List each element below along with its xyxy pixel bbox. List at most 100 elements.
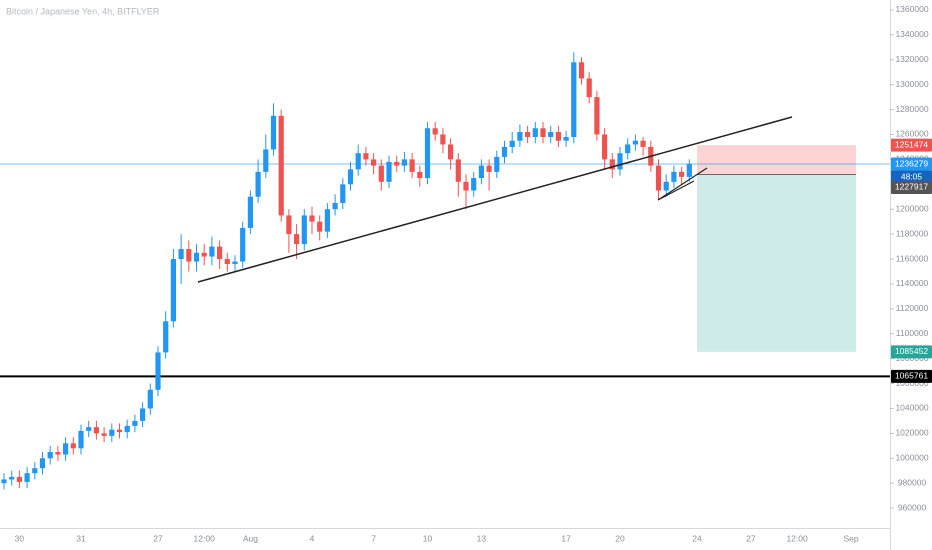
candle-body	[278, 115, 284, 216]
candle-body	[101, 433, 107, 436]
candle-body	[517, 132, 523, 141]
candle-body	[70, 443, 76, 449]
candle-body	[147, 389, 153, 409]
stop-zone	[697, 145, 856, 175]
entry-label: 1227917	[895, 182, 928, 192]
candle-body	[632, 140, 638, 145]
y-tick-label: 980000	[898, 477, 927, 487]
trend-line	[197, 116, 793, 283]
candle-body	[155, 352, 161, 390]
candle-body	[371, 159, 377, 166]
candle-body	[263, 149, 269, 172]
candle-body	[486, 165, 492, 172]
x-tick-label: 30	[15, 533, 25, 543]
candle-body	[571, 62, 577, 137]
candle-body	[1, 479, 7, 484]
candle-body	[578, 62, 585, 79]
candle-body	[178, 249, 184, 260]
candle-body	[640, 140, 646, 147]
candle-body	[224, 259, 230, 264]
candle-body	[463, 181, 469, 191]
candle-body	[270, 115, 277, 150]
y-tick-label: 1100000	[896, 328, 929, 338]
candle-body	[548, 132, 554, 137]
candle-body	[232, 261, 238, 264]
candle-body	[448, 144, 454, 160]
candle-body	[679, 171, 685, 177]
candle-body	[363, 153, 369, 160]
candle-body	[170, 259, 176, 322]
x-tick-label: 12:00	[194, 533, 216, 543]
candle-body	[55, 452, 61, 455]
last-price-label: 1236279	[895, 158, 928, 168]
x-tick-label: Sep	[843, 533, 858, 543]
candle-body	[301, 215, 307, 245]
entry-label-box	[891, 180, 932, 194]
plot-area	[0, 52, 890, 490]
y-tick-label: 1000000	[895, 453, 928, 463]
candle-body	[317, 221, 323, 232]
x-tick-label: 24	[692, 533, 702, 543]
x-tick-label: 17	[561, 533, 571, 543]
chart-title: Bitcoin / Japanese Yen, 4h, BITFLYER	[6, 6, 160, 16]
candle-body	[424, 128, 431, 179]
candle-body	[478, 165, 484, 179]
candle-body	[494, 156, 500, 172]
candle-body	[240, 227, 246, 262]
candle-body	[509, 140, 515, 147]
y-tick-label: 960000	[898, 502, 927, 512]
candle-body	[255, 171, 261, 197]
y-tick-label: 1180000	[896, 228, 929, 238]
candle-body	[686, 164, 692, 177]
y-tick-label: 1120000	[896, 303, 929, 313]
candle-body	[332, 202, 338, 210]
candle-body	[347, 169, 354, 185]
x-tick-label: 27	[746, 533, 756, 543]
x-tick-label: 20	[615, 533, 625, 543]
candle-body	[386, 161, 392, 182]
y-tick-label: 1340000	[895, 29, 928, 39]
candle-body	[471, 178, 477, 191]
level-label: 1065761	[895, 371, 928, 381]
y-tick-label: 1300000	[895, 79, 928, 89]
candle-body	[409, 159, 415, 172]
candle-body	[532, 128, 538, 137]
candle-body	[86, 427, 92, 431]
y-tick-label: 1160000	[896, 253, 929, 263]
candle-body	[39, 458, 46, 469]
candle-body	[394, 161, 400, 166]
countdown-box	[891, 170, 932, 184]
y-tick-label: 1360000	[895, 4, 928, 14]
candle-body	[555, 132, 561, 141]
candle-body	[501, 146, 508, 157]
candle-body	[440, 134, 446, 145]
candle-body	[163, 321, 169, 353]
candle-body	[401, 159, 407, 166]
candle-body	[9, 476, 15, 480]
candle-body	[671, 171, 677, 182]
candle-body	[140, 408, 146, 421]
last-price-label-box	[891, 157, 932, 171]
candle-body	[432, 128, 438, 135]
target-zone	[697, 174, 856, 352]
x-tick-label: 27	[153, 533, 163, 543]
y-tick-label: 1040000	[895, 403, 928, 413]
candle-body	[602, 134, 608, 160]
candle-body	[417, 171, 423, 179]
candle-body	[24, 473, 30, 482]
candle-body	[116, 429, 123, 433]
candle-body	[186, 249, 192, 262]
candle-body	[217, 246, 223, 260]
candle-body	[78, 430, 84, 449]
candle-body	[132, 420, 138, 426]
y-tick-label: 1200000	[895, 203, 928, 213]
candle-body	[563, 136, 569, 141]
candle-body	[540, 128, 546, 137]
candle-body	[340, 184, 346, 203]
x-tick-label: 13	[477, 533, 487, 543]
target-label: 1085452	[895, 346, 928, 356]
x-tick-label: 31	[76, 533, 86, 543]
candle-body	[93, 427, 99, 434]
